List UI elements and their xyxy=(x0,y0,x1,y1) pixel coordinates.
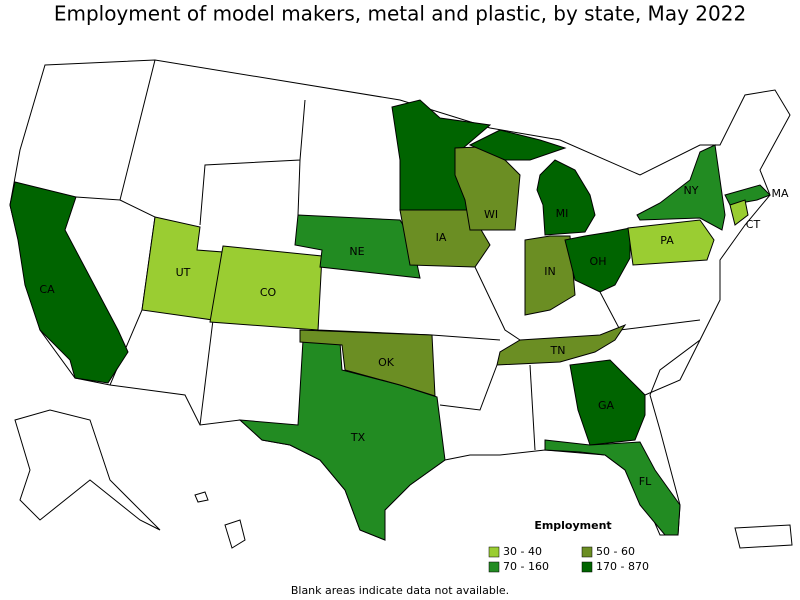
state-shape xyxy=(636,144,726,231)
state-label: OK xyxy=(378,356,395,369)
state-label: MI xyxy=(556,207,569,220)
state-label: OH xyxy=(590,255,607,268)
state-label: PA xyxy=(660,234,674,247)
state-label: UT xyxy=(176,266,191,279)
state-shape xyxy=(627,219,715,266)
state-shape xyxy=(729,199,749,226)
legend-swatch xyxy=(581,546,593,558)
footnote: Blank areas indicate data not available. xyxy=(291,584,509,597)
state-shape xyxy=(468,129,596,236)
legend-label: 50 - 60 xyxy=(596,545,635,558)
state-label: IA xyxy=(436,231,447,244)
state-shape xyxy=(544,439,681,536)
legend-label: 70 - 160 xyxy=(503,560,549,573)
legend-label: 170 - 870 xyxy=(596,560,649,573)
legend-label: 30 - 40 xyxy=(503,545,542,558)
state-label: CT xyxy=(746,218,761,231)
legend-swatch xyxy=(488,561,500,573)
state-label: IN xyxy=(544,265,555,278)
state-shape xyxy=(724,184,771,206)
state-label: CA xyxy=(39,283,55,296)
state-label: TN xyxy=(550,344,566,357)
map-title: Employment of model makers, metal and pl… xyxy=(54,2,746,26)
state-shape xyxy=(524,235,576,316)
legend-title: Employment xyxy=(534,519,611,532)
legend-swatch xyxy=(581,561,593,573)
legend-swatch xyxy=(488,546,500,558)
state-shape xyxy=(209,245,323,331)
state-label: CO xyxy=(260,286,277,299)
state-label: TX xyxy=(350,431,366,444)
state-label: NE xyxy=(349,245,364,258)
state-shape xyxy=(9,181,129,384)
state-shape xyxy=(299,329,436,397)
state-label: WI xyxy=(484,208,498,221)
state-label: MA xyxy=(771,187,788,200)
state-label: FL xyxy=(639,475,652,488)
state-label: NY xyxy=(684,184,699,197)
state-shape xyxy=(564,227,631,293)
state-shape xyxy=(569,359,646,446)
state-shape xyxy=(496,323,627,366)
state-label: GA xyxy=(598,399,615,412)
